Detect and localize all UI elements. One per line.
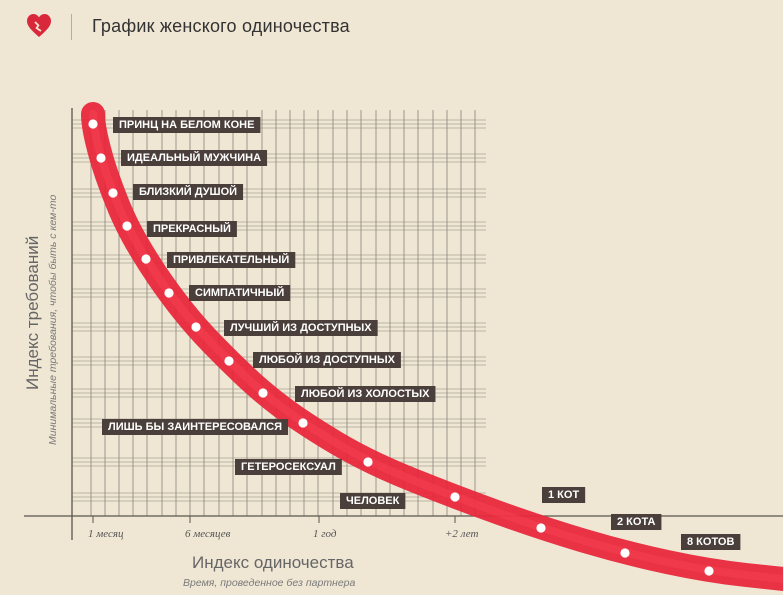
point-label-box xyxy=(113,117,261,133)
curve-point xyxy=(122,221,132,231)
header-divider xyxy=(71,14,72,40)
point-label: 8 КОТОВ xyxy=(681,534,741,550)
point-label: ПРИНЦ НА БЕЛОМ КОНЕ xyxy=(113,117,261,133)
point-label-text: БЛИЗКИЙ ДУШОЙ xyxy=(139,185,237,198)
point-label: ЛУЧШИЙ ИЗ ДОСТУПНЫХ xyxy=(224,320,378,336)
point-label-text: 2 КОТА xyxy=(617,516,655,528)
header: График женского одиночества xyxy=(0,0,783,54)
point-label-text: 8 КОТОВ xyxy=(687,536,734,548)
point-label-box xyxy=(340,493,406,509)
point-label: ПРЕКРАСНЫЙ xyxy=(147,221,237,237)
curve-point xyxy=(298,418,308,428)
x-axis-title: Индекс одиночества xyxy=(192,553,354,572)
point-label-box xyxy=(235,459,342,475)
point-label-box xyxy=(121,150,268,166)
curve-points xyxy=(88,119,714,576)
curve-point xyxy=(108,188,118,198)
curve-point xyxy=(224,356,234,366)
point-label-text: ПРЕКРАСНЫЙ xyxy=(153,222,231,235)
heart-broken-icon xyxy=(27,14,51,37)
curve-point xyxy=(536,523,546,533)
curve-series xyxy=(81,102,783,591)
point-label-text: ИДЕАЛЬНЫЙ МУЖЧИНА xyxy=(127,151,261,164)
point-label: СИМПАТИЧНЫЙ xyxy=(189,285,291,301)
point-label: ЛИШЬ БЫ ЗАИНТЕРЕСОВАЛСЯ xyxy=(102,419,289,435)
curve-point xyxy=(620,548,630,558)
curve-point xyxy=(450,492,460,502)
point-label-text: ПРИВЛЕКАТЕЛЬНЫЙ xyxy=(173,253,289,266)
curve-point xyxy=(88,119,98,129)
curve-line xyxy=(81,102,783,591)
point-label: ЧЕЛОВЕК xyxy=(340,493,406,509)
point-label-text: ЛУЧШИЙ ИЗ ДОСТУПНЫХ xyxy=(230,321,372,334)
point-label-text: 1 КОТ xyxy=(548,489,579,501)
y-axis-subtitle: Минимальные требования, чтобы быть с кем… xyxy=(47,195,59,445)
point-label-box xyxy=(542,487,586,503)
x-tick-label: 6 месяцев xyxy=(185,528,231,540)
point-label-box xyxy=(681,534,741,550)
point-label-box xyxy=(167,252,296,268)
x-tick-label: +2 лет xyxy=(445,528,478,540)
curve-point xyxy=(191,322,201,332)
curve-highlight xyxy=(89,110,783,583)
point-label-text: ЧЕЛОВЕК xyxy=(346,495,400,507)
point-label-box xyxy=(253,352,401,368)
curve-point xyxy=(704,566,714,576)
point-label-text: ГЕТЕРОСЕКСУАЛ xyxy=(241,461,336,473)
point-label: ГЕТЕРОСЕКСУАЛ xyxy=(235,459,342,475)
point-label: 2 КОТА xyxy=(611,514,662,530)
point-label-text: СИМПАТИЧНЫЙ xyxy=(195,286,284,299)
point-label-box xyxy=(133,184,244,200)
point-label: ПРИВЛЕКАТЕЛЬНЫЙ xyxy=(167,252,296,268)
y-axis-title: Индекс требований xyxy=(23,236,42,390)
x-tick-label: 1 месяц xyxy=(88,528,124,540)
x-ticks: 1 месяц 6 месяцев 1 год +2 лет xyxy=(88,516,478,540)
point-label-text: ЛИШЬ БЫ ЗАИНТЕРЕСОВАЛСЯ xyxy=(108,421,282,433)
page-title: График женского одиночества xyxy=(92,16,350,36)
point-label: БЛИЗКИЙ ДУШОЙ xyxy=(133,184,244,200)
point-label: ИДЕАЛЬНЫЙ МУЖЧИНА xyxy=(121,150,268,166)
point-label-text: ЛЮБОЙ ИЗ ХОЛОСТЫХ xyxy=(301,387,430,400)
point-label-box xyxy=(189,285,291,301)
point-label: ЛЮБОЙ ИЗ ХОЛОСТЫХ xyxy=(295,386,436,402)
point-label-text: ЛЮБОЙ ИЗ ДОСТУПНЫХ xyxy=(259,353,396,366)
curve-point xyxy=(258,388,268,398)
point-label-box xyxy=(295,386,436,402)
x-axis-subtitle: Время, проведенное без партнера xyxy=(183,577,356,589)
curve-point xyxy=(164,288,174,298)
point-labels: ПРИНЦ НА БЕЛОМ КОНЕ ИДЕАЛЬНЫЙ МУЖЧИНА БЛИЗ… xyxy=(102,117,741,550)
point-label-box xyxy=(611,514,662,530)
point-label: 1 КОТ xyxy=(542,487,586,503)
curve-point xyxy=(363,457,373,467)
curve-point xyxy=(141,254,151,264)
point-label: ЛЮБОЙ ИЗ ДОСТУПНЫХ xyxy=(253,352,401,368)
point-label-box xyxy=(147,221,237,237)
chart-grid xyxy=(71,110,486,516)
point-label-box xyxy=(224,320,378,336)
point-label-box xyxy=(102,419,289,435)
x-tick-label: 1 год xyxy=(313,528,337,540)
curve-point xyxy=(96,153,106,163)
point-label-text: ПРИНЦ НА БЕЛОМ КОНЕ xyxy=(119,119,254,131)
